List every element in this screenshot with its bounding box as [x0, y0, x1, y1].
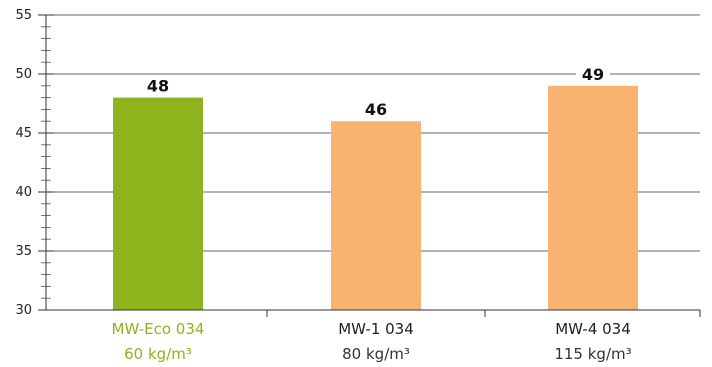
data-label: 49	[582, 65, 604, 84]
y-tick-label: 30	[15, 303, 32, 318]
y-axis: 30 35 40 45 50 55	[15, 8, 54, 318]
data-label-bg	[576, 64, 610, 84]
y-tick-label: 40	[15, 185, 32, 200]
bar-mw-1-034	[331, 121, 421, 310]
data-label: 46	[365, 100, 387, 119]
data-label: 48	[147, 77, 169, 96]
y-tick-label: 55	[15, 8, 32, 23]
data-label-bg	[359, 100, 393, 120]
x-axis: MW-Eco 034 60 kg/m³ MW-1 034 80 kg/m³ MW-4 0…	[46, 309, 701, 363]
x-category-label: MW-Eco 034	[112, 320, 205, 338]
x-category-sublabel: 60 kg/m³	[124, 345, 192, 363]
bars	[113, 85, 638, 310]
x-category-label: MW-4 034	[555, 320, 631, 338]
y-tick-label: 50	[15, 67, 32, 82]
x-category-sublabel: 115 kg/m³	[554, 345, 631, 363]
data-label-bg	[141, 76, 175, 96]
x-category-sublabel: 80 kg/m³	[342, 345, 410, 363]
y-tick-label: 35	[15, 244, 32, 259]
bar-mw-4-034	[548, 85, 638, 310]
x-category-label: MW-1 034	[338, 320, 414, 338]
y-tick-label: 45	[15, 126, 32, 141]
bar-mw-eco-034	[113, 97, 203, 310]
data-labels: 48 46 49	[141, 64, 610, 120]
